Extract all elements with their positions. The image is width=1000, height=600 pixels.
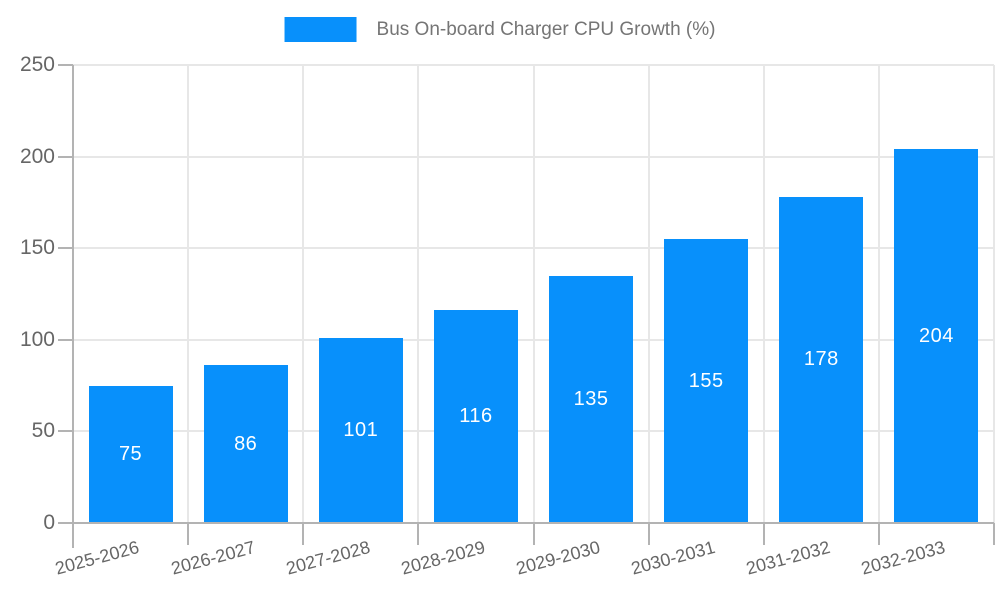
x-tick-label: 2029-2030 [513,537,603,579]
x-axis-tick [647,523,650,545]
y-tick-label: 100 [19,327,55,351]
x-axis-tick [762,523,765,545]
x-axis-tick [72,523,74,545]
bar-value-label: 86 [234,432,258,455]
bar-value-label: 101 [343,418,379,441]
chart-legend[interactable]: Bus On-board Charger CPU Growth (%) [284,17,716,42]
x-gridline [187,65,190,523]
x-tick-label: 2028-2029 [398,537,488,579]
x-tick-label: 2032-2033 [859,537,948,579]
y-tick-label: 250 [19,53,55,76]
y-tick-label: 50 [31,419,55,443]
bar[interactable]: 86 [203,365,288,523]
bar[interactable]: 101 [318,337,403,523]
x-tick-label: 2026-2027 [168,537,257,579]
x-tick-label: 2027-2028 [283,537,372,579]
x-gridline [647,65,650,523]
x-axis-tick [187,523,190,545]
bar-value-label: 75 [118,442,143,465]
y-axis-line [72,65,74,548]
x-axis-tick [417,523,420,545]
bar[interactable]: 155 [664,239,749,523]
y-tick-label: 200 [19,144,55,168]
y-axis-tick [58,338,73,341]
y-axis-tick [58,64,73,66]
x-axis-tick [532,523,535,545]
bar-value-label: 204 [919,324,954,347]
bar-value-label: 178 [803,348,839,371]
x-gridline [532,65,535,523]
x-gridline [877,65,880,523]
x-gridline [762,65,765,523]
y-tick-label: 150 [19,236,55,260]
x-axis-tick [993,523,995,545]
x-gridline [417,65,420,523]
x-axis-tick [877,523,880,545]
bar[interactable]: 75 [88,385,173,523]
bar-value-label: 116 [459,405,493,428]
bar[interactable]: 178 [779,196,864,523]
x-tick-label: 2031-2032 [744,537,833,579]
y-axis-tick [58,155,73,158]
x-axis-tick [302,523,305,545]
legend-label: Bus On-board Charger CPU Growth (%) [376,19,716,40]
bar-value-label: 155 [688,369,724,392]
y-axis-tick [58,247,73,250]
x-gridline [993,65,995,523]
y-axis-tick [58,522,73,524]
bar[interactable]: 204 [894,149,979,523]
x-tick-label: 2025-2026 [53,537,142,579]
bar[interactable]: 135 [549,275,634,523]
y-axis-tick [58,430,73,433]
y-tick-label: 0 [43,511,55,534]
bar[interactable]: 116 [433,310,518,523]
plot-area: 0 50 100 150 200 250 75 86 101 116 135 155 178 204 202… [20,53,995,579]
bar-value-label: 135 [573,387,609,410]
x-tick-label: 2030-2031 [629,537,718,579]
legend-swatch [284,17,357,42]
x-gridline [302,65,305,523]
